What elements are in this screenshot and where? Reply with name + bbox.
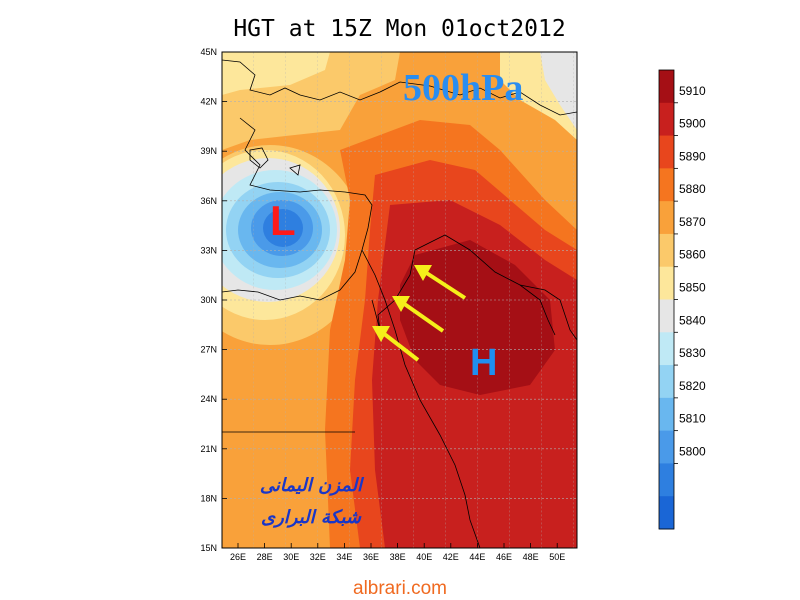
longitude-tick-label: 46E — [496, 552, 512, 562]
longitude-tick-label: 30E — [283, 552, 299, 562]
latitude-tick-label: 30N — [200, 295, 217, 305]
colorbar-label: 5870 — [679, 215, 706, 229]
longitude-tick-label: 34E — [336, 552, 352, 562]
latitude-tick-label: 42N — [200, 97, 217, 107]
latitude-tick-label: 15N — [200, 543, 217, 553]
colorbar-label: 5820 — [679, 379, 706, 393]
latitude-tick-label: 24N — [200, 394, 217, 404]
coastlines — [222, 59, 577, 548]
colorbar-label: 5840 — [679, 313, 706, 327]
longitude-tick-label: 28E — [257, 552, 273, 562]
colorbar-swatch — [659, 168, 674, 202]
longitude-tick-label: 40E — [416, 552, 432, 562]
high-pressure-marker: H — [470, 342, 498, 384]
pressure-level-label: 500hPa — [403, 67, 524, 109]
colorbar-swatch — [659, 102, 674, 137]
watermark: المزن اليمانى شبكة البرارى — [226, 470, 396, 534]
colorbar-label: 5900 — [679, 117, 706, 131]
colorbar-swatch — [659, 299, 674, 333]
colorbar-swatch — [659, 332, 674, 366]
colorbar-swatch — [659, 70, 674, 104]
colorbar-label: 5890 — [679, 149, 706, 163]
latitude-tick-label: 18N — [200, 493, 217, 503]
colorbar-swatch — [659, 365, 674, 399]
longitude-tick-label: 38E — [390, 552, 406, 562]
latitude-axis: 45N 42N 39N 36N 33N 30N 27N 24N 21N 18N 15N — [200, 47, 227, 553]
colorbar-swatch — [659, 266, 674, 300]
longitude-axis: 26E 28E 30E 32E 34E 36E 38E 40E 42E 44E 46E 48E 50E — [230, 543, 565, 562]
colorbar-swatch — [659, 430, 674, 464]
site-credit: albrari.com — [353, 578, 447, 599]
colorbar-label: 5810 — [679, 412, 706, 426]
longitude-tick-label: 44E — [469, 552, 485, 562]
latitude-tick-label: 36N — [200, 196, 217, 206]
longitude-tick-label: 32E — [310, 552, 326, 562]
latitude-tick-label: 27N — [200, 345, 217, 355]
watermark-line: شبكة البرارى — [260, 507, 361, 528]
flow-arrows — [372, 265, 467, 362]
flow-arrow — [372, 326, 420, 362]
longitude-tick-label: 42E — [443, 552, 459, 562]
colorbar-swatch — [659, 463, 674, 497]
low-pressure-marker: L — [270, 197, 296, 244]
colorbar-swatch — [659, 496, 674, 530]
map-title: HGT at 15Z Mon 01oct2012 — [233, 16, 566, 42]
colorbar-label: 5850 — [679, 281, 706, 295]
longitude-tick-label: 48E — [523, 552, 539, 562]
colorbar-swatch — [659, 201, 674, 235]
colorbar-label: 5910 — [679, 84, 706, 98]
latitude-tick-label: 21N — [200, 444, 217, 454]
colorbar-swatch — [659, 135, 674, 169]
flow-arrow — [414, 265, 467, 300]
watermark-line: المزن اليمانى — [259, 475, 363, 496]
colorbar-label: 5860 — [679, 248, 706, 262]
longitude-tick-label: 50E — [549, 552, 565, 562]
colorbar: 5910 5900 5890 5880 5870 5860 5850 5840 5830 5820… — [658, 69, 706, 530]
longitude-tick-label: 26E — [230, 552, 246, 562]
colorbar-label: 5880 — [679, 182, 706, 196]
latitude-tick-label: 45N — [200, 47, 217, 57]
flow-arrow — [392, 296, 445, 333]
longitude-tick-label: 36E — [363, 552, 379, 562]
latitude-tick-label: 39N — [200, 146, 217, 156]
latitude-tick-label: 33N — [200, 245, 217, 255]
colorbar-swatch — [659, 233, 674, 268]
colorbar-swatch — [659, 397, 674, 432]
colorbar-label: 5830 — [679, 346, 706, 360]
colorbar-label: 5800 — [679, 444, 706, 458]
